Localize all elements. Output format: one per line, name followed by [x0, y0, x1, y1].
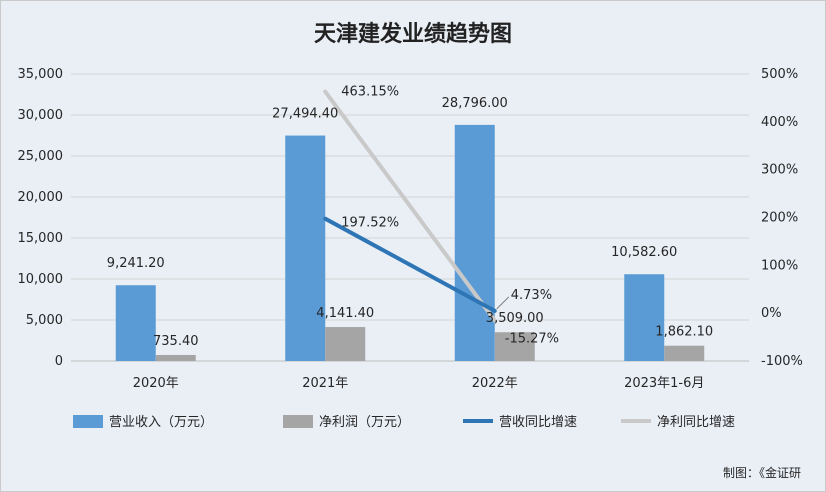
data-labels: 9,241.20 27,494.40 28,796.00 10,582.60 735.4…: [107, 85, 713, 349]
profit-value-label: 4,141.40: [316, 306, 374, 321]
profit-growth-label: -15.27%: [505, 331, 559, 346]
right-tick-label: 100%: [761, 258, 798, 273]
profit-value-label: 735.40: [153, 334, 199, 349]
left-tick-label: 5,000: [26, 313, 63, 328]
category-label: 2022年: [472, 376, 518, 391]
right-tick-label: 400%: [761, 115, 798, 130]
left-tick-label: 35,000: [18, 67, 64, 82]
legend: 营业收入（万元） 净利润（万元） 营收同比增速 净利同比增速: [73, 415, 735, 430]
chart-title: 天津建发业绩趋势图: [314, 21, 512, 47]
legend-profit-label: 净利润（万元）: [319, 415, 410, 430]
legend-revenue-swatch: [73, 415, 103, 428]
revenue-growth-line: [323, 216, 497, 313]
right-tick-label: 300%: [761, 163, 798, 178]
label-leader-line: [496, 296, 510, 310]
profit-bar: [494, 332, 535, 361]
right-tick-label: 0%: [761, 306, 782, 321]
legend-profit-swatch: [283, 415, 313, 428]
left-tick-label: 15,000: [18, 231, 64, 246]
profit-bar: [155, 354, 196, 361]
category-label: 2021年: [302, 376, 348, 391]
left-tick-label: 10,000: [18, 272, 64, 287]
revenue-value-label: 28,796.00: [442, 96, 508, 111]
revenue-bar: [624, 274, 665, 361]
revenue-growth-label: 197.52%: [341, 216, 399, 231]
category-label: 2023年1-6月: [624, 376, 704, 391]
revenue-value-label: 9,241.20: [107, 256, 165, 271]
grid-lines: [71, 73, 749, 362]
right-tick-label: 500%: [761, 67, 798, 82]
revenue-growth-label: 4.73%: [511, 288, 552, 303]
left-tick-label: 30,000: [18, 108, 64, 123]
revenue-value-label: 10,582.60: [611, 245, 677, 260]
revenue-bar: [115, 285, 156, 361]
left-tick-label: 20,000: [18, 190, 64, 205]
right-axis-ticks: -100% 0% 100% 200% 300% 400% 500%: [761, 67, 803, 369]
left-tick-label: 0: [55, 354, 63, 369]
bar-group: [115, 124, 705, 361]
profit-bar: [664, 345, 705, 361]
legend-revenue-growth-label: 营收同比增速: [499, 415, 577, 430]
category-labels: 2020年 2021年 2022年 2023年1-6月: [133, 376, 705, 391]
revenue-value-label: 27,494.40: [272, 107, 338, 122]
left-tick-label: 25,000: [18, 149, 64, 164]
legend-revenue-label: 营业收入（万元）: [109, 415, 213, 430]
right-tick-label: 200%: [761, 211, 798, 226]
revenue-bar: [285, 135, 326, 361]
legend-profit-growth-label: 净利同比增速: [657, 415, 735, 430]
category-label: 2020年: [133, 376, 179, 391]
profit-value-label: 3,509.00: [486, 311, 544, 326]
left-axis-ticks: 0 5,000 10,000 15,000 20,000 25,000 30,000 35,0…: [18, 67, 64, 369]
credit-text: 制图：《金证研: [723, 465, 801, 480]
line-group: [323, 89, 497, 323]
revenue-bar: [454, 124, 495, 361]
profit-value-label: 1,862.10: [655, 325, 713, 340]
profit-growth-label: 463.15%: [341, 85, 399, 100]
profit-bar: [325, 327, 366, 361]
right-tick-label: -100%: [761, 354, 803, 369]
profit-growth-line: [323, 89, 497, 323]
